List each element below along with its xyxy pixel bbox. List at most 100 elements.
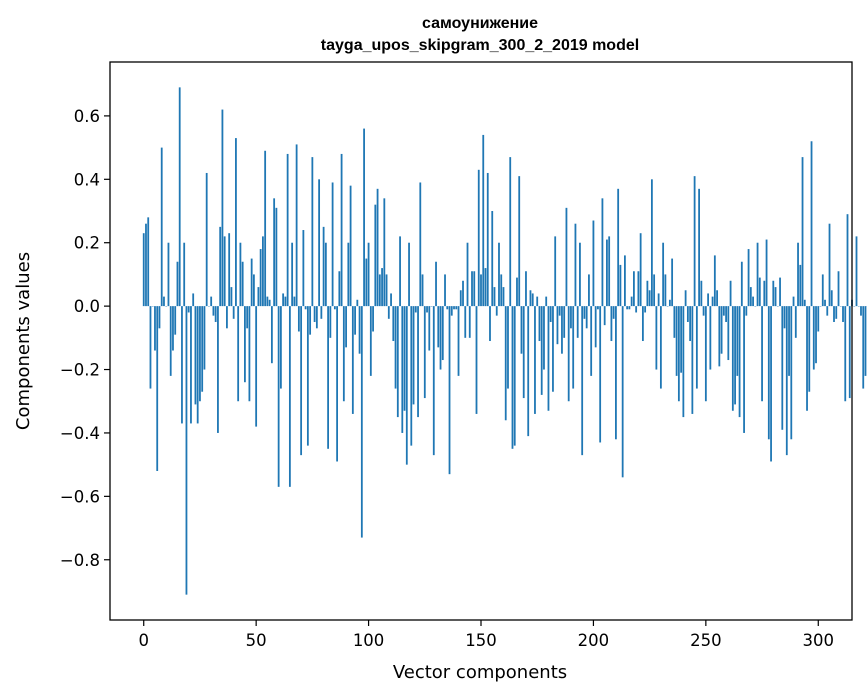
bar bbox=[457, 306, 460, 376]
bar bbox=[145, 223, 147, 307]
bar bbox=[365, 258, 368, 307]
bar bbox=[648, 290, 651, 307]
bar bbox=[641, 306, 644, 342]
bar bbox=[210, 296, 213, 307]
bar bbox=[664, 274, 667, 307]
bar bbox=[342, 306, 345, 402]
bar bbox=[673, 306, 676, 338]
bar bbox=[277, 306, 280, 487]
bar bbox=[275, 207, 278, 307]
bar bbox=[223, 236, 226, 307]
x-tick-label: 250 bbox=[690, 631, 722, 650]
bar bbox=[588, 274, 590, 307]
bar bbox=[615, 306, 617, 440]
bar bbox=[543, 306, 545, 370]
bar bbox=[324, 242, 327, 307]
bar bbox=[581, 306, 584, 456]
bar bbox=[749, 287, 752, 307]
bar bbox=[531, 293, 534, 307]
bar bbox=[583, 306, 586, 319]
bar bbox=[722, 306, 725, 316]
bar bbox=[390, 293, 392, 307]
bar bbox=[329, 306, 332, 338]
bar bbox=[154, 306, 156, 351]
bar bbox=[637, 271, 640, 307]
bar bbox=[547, 306, 550, 411]
bar bbox=[612, 306, 615, 319]
bar bbox=[718, 306, 721, 367]
bar bbox=[563, 306, 566, 338]
bar bbox=[270, 306, 273, 364]
bar bbox=[727, 306, 730, 361]
bar bbox=[729, 280, 732, 307]
bar bbox=[799, 264, 802, 307]
bar bbox=[520, 306, 523, 354]
bar bbox=[745, 306, 748, 316]
bar bbox=[698, 188, 700, 307]
bar bbox=[527, 306, 530, 437]
bar bbox=[387, 306, 390, 319]
bar bbox=[743, 306, 745, 433]
bar bbox=[464, 306, 467, 338]
bar bbox=[246, 306, 249, 329]
bar bbox=[765, 239, 768, 307]
x-tick-label: 50 bbox=[246, 631, 267, 650]
y-tick-label: −0.6 bbox=[60, 487, 100, 506]
bar bbox=[315, 306, 318, 329]
bar bbox=[626, 306, 629, 310]
bar bbox=[327, 306, 329, 449]
bar bbox=[264, 150, 267, 307]
bar bbox=[783, 306, 786, 329]
bar bbox=[174, 306, 177, 335]
bar bbox=[450, 306, 453, 316]
bar bbox=[815, 306, 817, 364]
bar bbox=[860, 306, 862, 316]
bar bbox=[500, 274, 503, 307]
bar bbox=[502, 287, 505, 307]
bar bbox=[426, 306, 428, 313]
y-tick-label: 0.4 bbox=[74, 170, 100, 189]
bar bbox=[279, 306, 282, 389]
bar bbox=[147, 217, 150, 307]
bar bbox=[399, 236, 401, 307]
bar bbox=[740, 261, 743, 307]
bar bbox=[385, 274, 388, 307]
bar bbox=[226, 306, 228, 329]
bar bbox=[516, 277, 518, 307]
bar bbox=[792, 296, 795, 307]
bar bbox=[731, 306, 734, 411]
bar bbox=[489, 306, 491, 342]
bar bbox=[653, 274, 656, 307]
bar bbox=[810, 141, 813, 307]
y-tick-label: −0.4 bbox=[60, 424, 100, 443]
bar bbox=[509, 157, 512, 307]
bar bbox=[650, 179, 653, 307]
bar bbox=[439, 306, 442, 370]
bar bbox=[288, 306, 291, 487]
bar bbox=[624, 255, 626, 307]
bar bbox=[273, 198, 276, 307]
bar bbox=[196, 306, 199, 424]
bar bbox=[570, 306, 572, 329]
bar bbox=[684, 290, 687, 307]
bar bbox=[668, 299, 671, 307]
bar bbox=[597, 306, 599, 310]
bar bbox=[412, 306, 415, 405]
chart-title: самоунижение bbox=[422, 15, 538, 32]
bar bbox=[255, 306, 258, 427]
bar bbox=[149, 306, 152, 389]
y-tick-label: 0.6 bbox=[74, 107, 100, 126]
bar bbox=[599, 306, 602, 443]
bar bbox=[689, 306, 692, 342]
bar bbox=[237, 306, 240, 402]
bar bbox=[163, 296, 165, 307]
bar bbox=[340, 153, 343, 307]
bar bbox=[734, 306, 736, 405]
bar bbox=[491, 211, 494, 307]
bar bbox=[435, 261, 437, 307]
bar bbox=[417, 306, 419, 418]
bar bbox=[356, 299, 359, 307]
bar bbox=[525, 271, 527, 307]
bar bbox=[498, 242, 500, 307]
